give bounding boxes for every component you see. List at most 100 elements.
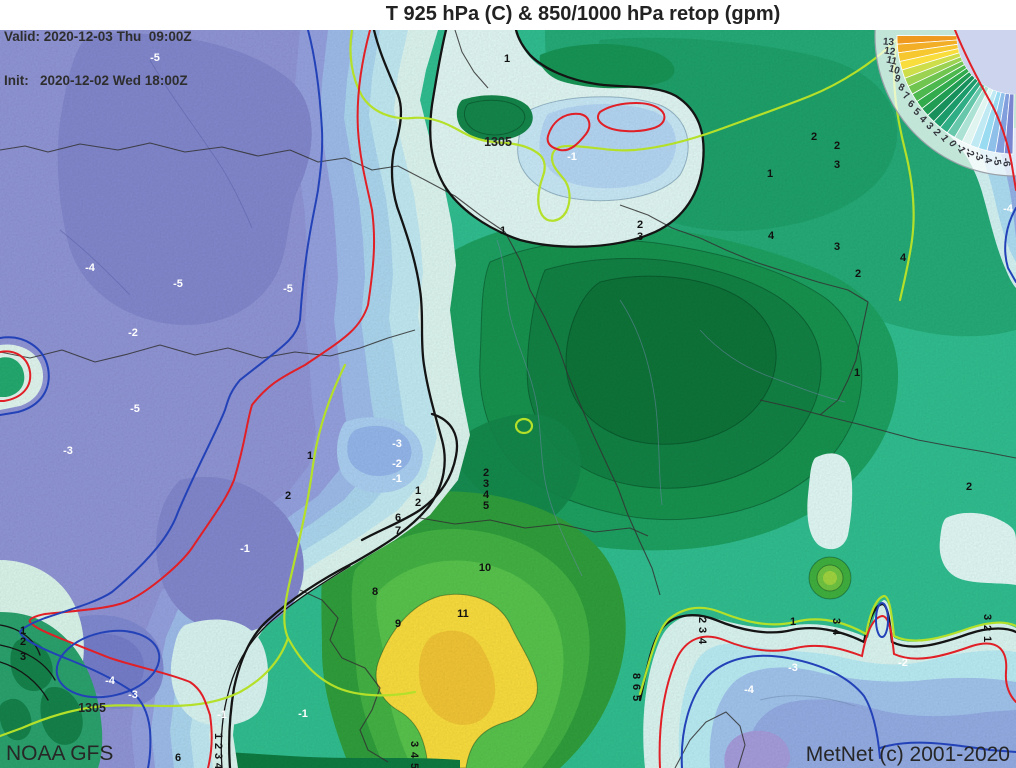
svg-text:4: 4 xyxy=(483,489,490,501)
svg-text:1: 1 xyxy=(307,450,313,462)
svg-text:-1: -1 xyxy=(240,543,250,555)
svg-text:-5: -5 xyxy=(283,283,293,295)
svg-text:3: 3 xyxy=(483,478,489,490)
svg-text:-1: -1 xyxy=(392,473,402,485)
svg-text:5: 5 xyxy=(630,695,642,701)
svg-text:2: 2 xyxy=(696,617,708,623)
svg-text:1: 1 xyxy=(938,133,950,144)
svg-text:-5: -5 xyxy=(130,403,140,415)
svg-text:4: 4 xyxy=(408,752,420,759)
svg-text:1305: 1305 xyxy=(484,135,512,149)
svg-text:3: 3 xyxy=(924,121,936,133)
svg-text:8: 8 xyxy=(630,673,642,679)
svg-text:10: 10 xyxy=(887,63,901,77)
svg-text:3: 3 xyxy=(637,231,643,243)
svg-text:-2: -2 xyxy=(128,327,138,339)
svg-text:-5: -5 xyxy=(173,278,183,290)
map-title: T 925 hPa (C) & 850/1000 hPa retop (gpm) xyxy=(385,3,781,25)
svg-text:-4: -4 xyxy=(1003,203,1014,215)
svg-text:1: 1 xyxy=(854,367,860,379)
svg-text:2: 2 xyxy=(212,743,224,749)
svg-text:2: 2 xyxy=(931,127,943,139)
svg-text:-3: -3 xyxy=(972,150,985,162)
svg-text:3: 3 xyxy=(696,627,708,633)
svg-text:1305: 1305 xyxy=(78,701,106,715)
svg-text:11: 11 xyxy=(885,55,898,68)
svg-text:4: 4 xyxy=(696,638,708,645)
svg-text:5: 5 xyxy=(483,500,489,512)
svg-text:8: 8 xyxy=(372,586,378,598)
svg-text:1: 1 xyxy=(981,636,993,642)
svg-text:2: 2 xyxy=(483,467,489,479)
red-contours xyxy=(0,30,1016,768)
svg-text:10: 10 xyxy=(479,562,491,574)
svg-text:-1: -1 xyxy=(298,708,308,720)
svg-text:-5: -5 xyxy=(150,52,160,64)
blue-contours xyxy=(0,30,1016,768)
svg-text:6: 6 xyxy=(395,512,401,524)
svg-text:2: 2 xyxy=(966,481,972,493)
svg-text:7: 7 xyxy=(395,525,401,537)
svg-text:6: 6 xyxy=(175,752,181,764)
svg-text:-4: -4 xyxy=(105,675,116,687)
init-time: Init: 2020-12-02 Wed 18:00Z xyxy=(4,72,188,88)
svg-text:6: 6 xyxy=(905,98,916,110)
svg-text:2: 2 xyxy=(637,219,643,231)
svg-text:1: 1 xyxy=(415,485,421,497)
border-lines xyxy=(0,30,1016,768)
svg-text:4: 4 xyxy=(917,114,929,126)
svg-text:1: 1 xyxy=(500,225,506,237)
svg-text:2: 2 xyxy=(834,140,840,152)
svg-text:9: 9 xyxy=(395,618,401,630)
svg-text:3: 3 xyxy=(408,741,420,747)
river-lines xyxy=(59,59,856,707)
svg-text:1: 1 xyxy=(790,616,796,628)
svg-text:9: 9 xyxy=(893,73,903,85)
svg-text:13: 13 xyxy=(883,37,895,49)
svg-text:1: 1 xyxy=(504,53,510,65)
svg-text:-1: -1 xyxy=(567,151,577,163)
svg-text:0: 0 xyxy=(946,139,959,150)
temperature-bands xyxy=(0,30,1016,768)
svg-text:3: 3 xyxy=(20,651,26,663)
svg-text:-4: -4 xyxy=(85,262,96,274)
retop-lines xyxy=(0,30,1016,738)
copyright-label: MetNet (c) 2001-2020 xyxy=(805,743,1010,766)
svg-text:3: 3 xyxy=(834,159,840,171)
svg-text:-2: -2 xyxy=(898,657,908,669)
timestamp-block: Valid: 2020-12-03 Thu 09:00Z Init: 2020-… xyxy=(4,1,192,117)
svg-text:-2: -2 xyxy=(392,458,402,470)
svg-text:2: 2 xyxy=(20,636,26,648)
red-contour-over-legend xyxy=(954,30,1016,191)
svg-text:2: 2 xyxy=(285,490,291,502)
svg-text:1: 1 xyxy=(767,168,773,180)
svg-text:3: 3 xyxy=(834,241,840,253)
svg-text:-4: -4 xyxy=(744,684,755,696)
svg-text:5: 5 xyxy=(911,106,923,118)
svg-text:-6: -6 xyxy=(1000,157,1012,167)
svg-text:1: 1 xyxy=(212,733,224,739)
svg-text:4: 4 xyxy=(900,252,907,264)
svg-text:-1: -1 xyxy=(217,709,227,721)
svg-text:-5: -5 xyxy=(990,156,1002,167)
svg-text:-3: -3 xyxy=(63,445,73,457)
svg-text:7: 7 xyxy=(901,90,912,103)
svg-text:2: 2 xyxy=(811,131,817,143)
svg-text:2: 2 xyxy=(981,625,993,631)
svg-text:5: 5 xyxy=(408,763,420,768)
svg-text:2: 2 xyxy=(415,497,421,509)
svg-text:-4: -4 xyxy=(981,153,994,165)
isotherm-lines xyxy=(0,30,1016,768)
svg-text:4: 4 xyxy=(830,629,842,636)
svg-text:8: 8 xyxy=(896,82,906,95)
svg-text:3: 3 xyxy=(212,753,224,759)
svg-text:-3: -3 xyxy=(788,662,798,674)
svg-text:1: 1 xyxy=(20,625,26,637)
data-source-label: NOAA GFS xyxy=(6,742,114,765)
svg-text:2: 2 xyxy=(855,268,861,280)
